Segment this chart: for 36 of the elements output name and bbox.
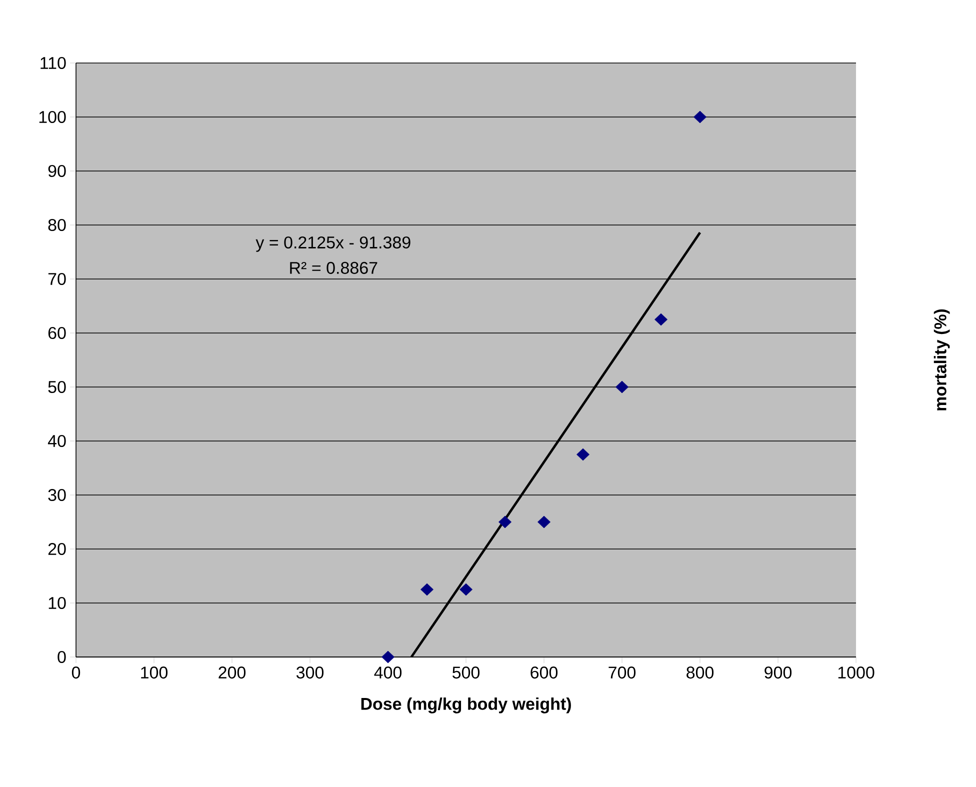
y-tick-label: 70 xyxy=(48,272,66,286)
y-tick-label: 30 xyxy=(48,488,66,502)
point xyxy=(460,583,473,596)
x-tick-label: 800 xyxy=(686,666,714,679)
x-axis-title: Dose (mg/kg body weight) xyxy=(361,697,571,714)
x-tick-label: 500 xyxy=(452,666,480,679)
point xyxy=(694,110,707,124)
x-tick-label: 200 xyxy=(218,666,246,679)
y-tick-label: 60 xyxy=(48,326,66,340)
x-tick-label: 700 xyxy=(608,666,636,679)
y-tick-label: 80 xyxy=(48,218,66,232)
x-tick-label: 1000 xyxy=(838,666,874,679)
point xyxy=(616,380,629,394)
point xyxy=(538,516,551,528)
annotation: y = 0.2125x - 91.389 xyxy=(256,236,410,252)
annotation: R² = 0.8867 xyxy=(290,262,378,274)
point xyxy=(382,650,395,664)
x-tick-label: 100 xyxy=(141,666,168,679)
y-tick-label: 110 xyxy=(40,56,66,70)
x-tick-label: 300 xyxy=(296,666,324,679)
point xyxy=(576,448,590,461)
y-tick-label: 20 xyxy=(48,542,66,556)
y-tick-label: 50 xyxy=(48,380,66,394)
x-tick-label: 600 xyxy=(530,666,558,679)
y-axis-title: mortality (%) xyxy=(934,309,950,410)
point xyxy=(498,516,512,528)
y-tick-label: 40 xyxy=(48,434,66,448)
x-tick-label: 0 xyxy=(72,666,80,679)
x-tick-label: 900 xyxy=(764,666,792,679)
y-tick-label: 100 xyxy=(39,110,66,124)
y-tick-label: 90 xyxy=(48,164,66,178)
y-tick-label: 0 xyxy=(58,650,66,664)
point xyxy=(420,583,434,596)
y-tick-label: 10 xyxy=(48,596,66,610)
point xyxy=(654,313,668,326)
x-tick-label: 400 xyxy=(374,666,402,679)
